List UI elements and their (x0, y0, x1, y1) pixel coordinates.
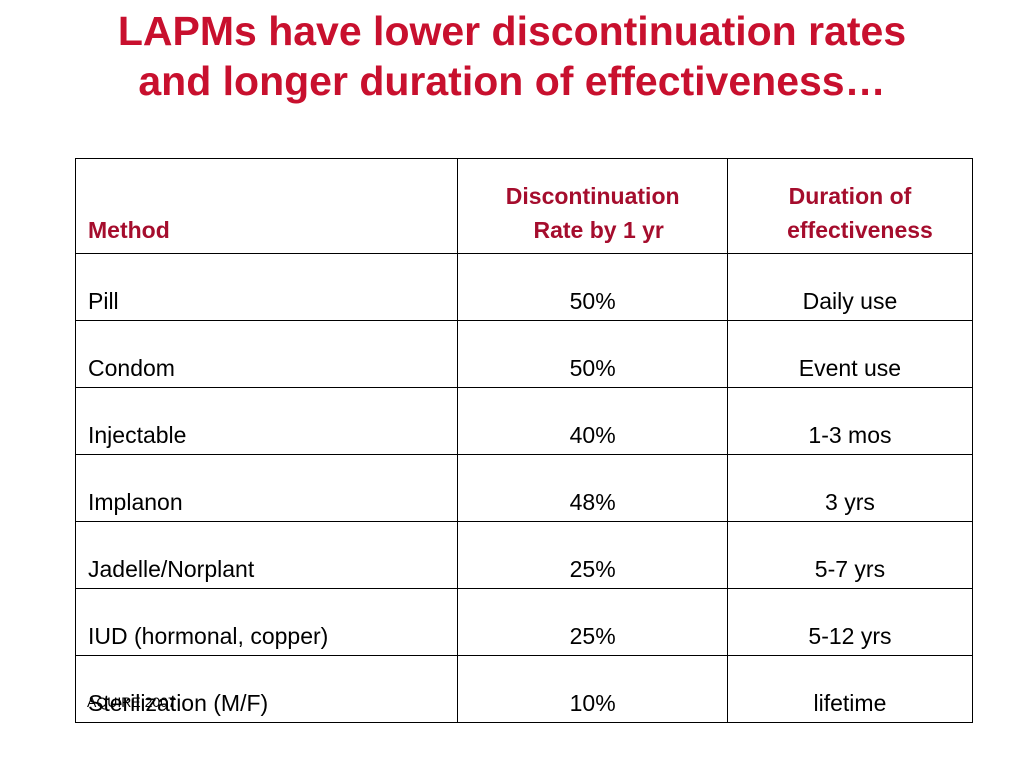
cell-rate: 10% (457, 655, 728, 723)
header-rate-line-1: Discontinuation (505, 183, 680, 209)
cell-rate: 25% (457, 588, 728, 656)
header-duration: Duration of effectiveness (726, 158, 974, 254)
table-row: Pill 50% Daily use (74, 253, 974, 321)
cell-duration: 3 yrs (726, 454, 974, 522)
slide-title-line-2: and longer duration of effectiveness… (138, 58, 886, 104)
contraceptive-methods-table: Method Discontinuation Rate by 1 yr Dura… (74, 158, 974, 723)
source-citation: AQUIRE 2007 (87, 694, 176, 710)
header-duration-line-1: Duration of (788, 183, 912, 209)
cell-method: Injectable (74, 387, 459, 455)
cell-method: Pill (74, 253, 459, 321)
table-row: Jadelle/Norplant 25% 5-7 yrs (74, 521, 974, 589)
cell-duration: 5-7 yrs (726, 521, 974, 589)
cell-rate: 50% (457, 253, 728, 321)
table-row: Implanon 48% 3 yrs (74, 454, 974, 522)
slide-title: LAPMs have lower discontinuation rates a… (0, 6, 1024, 106)
cell-duration: 5-12 yrs (726, 588, 974, 656)
table-row: Injectable 40% 1-3 mos (74, 387, 974, 455)
cell-method: Sterilization (M/F) (74, 655, 459, 723)
header-discontinuation-rate: Discontinuation Rate by 1 yr (457, 158, 728, 254)
header-method: Method (74, 158, 459, 254)
header-method-label: Method (88, 217, 170, 243)
cell-method: Implanon (74, 454, 459, 522)
cell-method: Condom (74, 320, 459, 388)
table-header-row: Method Discontinuation Rate by 1 yr Dura… (74, 158, 974, 254)
cell-method: Jadelle/Norplant (74, 521, 459, 589)
table-row: Condom 50% Event use (74, 320, 974, 388)
cell-rate: 40% (457, 387, 728, 455)
header-duration-line-2: effectiveness (787, 217, 933, 243)
cell-duration: lifetime (726, 655, 974, 723)
cell-method: IUD (hormonal, copper) (74, 588, 459, 656)
cell-duration: Daily use (726, 253, 974, 321)
cell-duration: 1-3 mos (726, 387, 974, 455)
cell-rate: 48% (457, 454, 728, 522)
cell-rate: 50% (457, 320, 728, 388)
slide-title-line-1: LAPMs have lower discontinuation rates (117, 8, 907, 54)
cell-rate: 25% (457, 521, 728, 589)
header-rate-line-2: Rate by 1 yr (533, 217, 664, 243)
table-row: IUD (hormonal, copper) 25% 5-12 yrs (74, 588, 974, 656)
cell-duration: Event use (726, 320, 974, 388)
table-row: Sterilization (M/F) 10% lifetime (74, 655, 974, 723)
